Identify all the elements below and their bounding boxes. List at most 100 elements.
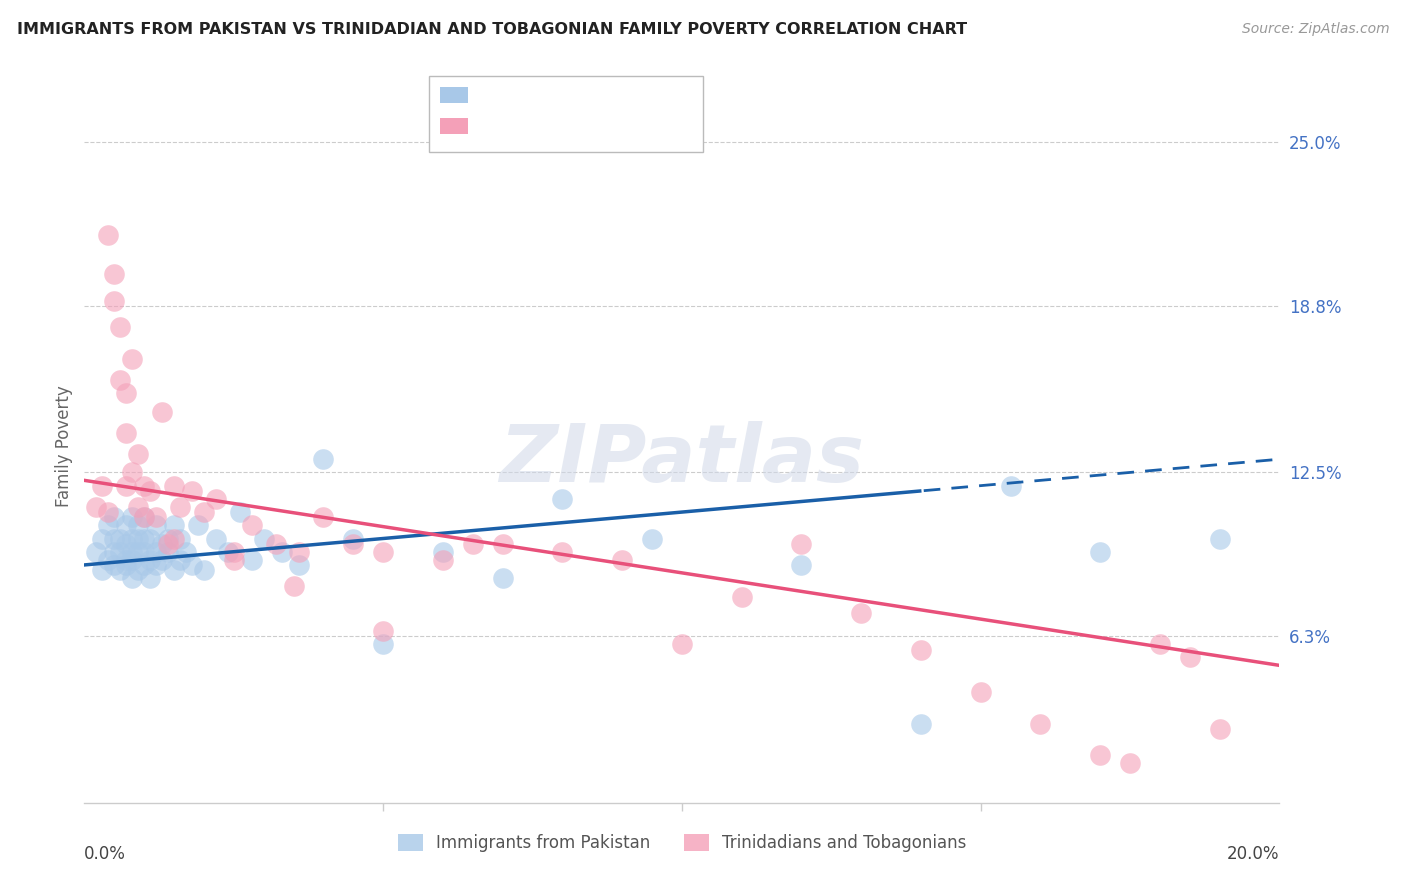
Text: Source: ZipAtlas.com: Source: ZipAtlas.com [1241, 22, 1389, 37]
Point [283, 579, 305, 593]
Point [970, 685, 993, 699]
Point [110, 563, 132, 577]
Point [163, 518, 186, 533]
Point [432, 545, 454, 559]
Point [157, 537, 180, 551]
Text: 0.252: 0.252 [519, 87, 575, 104]
Point [1209, 532, 1232, 546]
Point [193, 505, 215, 519]
Point [174, 545, 197, 559]
Point [115, 552, 138, 566]
Text: IMMIGRANTS FROM PAKISTAN VS TRINIDADIAN AND TOBAGONIAN FAMILY POVERTY CORRELATIO: IMMIGRANTS FROM PAKISTAN VS TRINIDADIAN … [17, 22, 967, 37]
Point [222, 545, 245, 559]
Point [121, 532, 143, 546]
Point [110, 545, 132, 559]
Point [461, 537, 484, 551]
Point [1209, 722, 1232, 736]
Text: 66: 66 [612, 87, 637, 104]
Point [150, 552, 173, 566]
Point [169, 552, 191, 566]
Point [222, 552, 245, 566]
Point [115, 386, 138, 401]
Point [121, 552, 143, 566]
Point [288, 558, 311, 572]
Point [1090, 545, 1112, 559]
Point [240, 552, 263, 566]
Point [342, 532, 364, 546]
Point [205, 532, 228, 546]
Point [312, 452, 335, 467]
Point [127, 447, 149, 461]
Point [240, 518, 263, 533]
Point [150, 404, 173, 418]
Point [187, 518, 209, 533]
Point [1119, 756, 1142, 771]
Point [127, 532, 149, 546]
Point [110, 373, 132, 387]
Point [264, 537, 287, 551]
Point [97, 505, 120, 519]
Point [1000, 478, 1022, 492]
Point [288, 545, 311, 559]
Text: N =: N = [572, 118, 606, 136]
Point [181, 558, 204, 572]
Point [205, 491, 228, 506]
Point [163, 532, 186, 546]
Point [228, 505, 252, 519]
Point [1149, 637, 1171, 651]
Point [312, 510, 335, 524]
Point [132, 510, 156, 524]
Point [132, 478, 156, 492]
Point [121, 545, 143, 559]
Point [910, 716, 932, 731]
Point [91, 532, 114, 546]
Point [169, 500, 191, 514]
Point [115, 518, 138, 533]
Point [97, 227, 120, 242]
Point [551, 491, 574, 506]
Point [127, 563, 149, 577]
Text: R =: R = [477, 118, 510, 136]
Point [139, 571, 162, 585]
Point [110, 320, 132, 334]
Point [551, 545, 574, 559]
Point [132, 510, 156, 524]
Point [103, 293, 125, 308]
Point [910, 642, 932, 657]
Point [145, 558, 167, 572]
Point [150, 537, 173, 551]
Point [121, 466, 143, 480]
Point [163, 563, 186, 577]
Point [103, 510, 125, 524]
Text: R =: R = [477, 87, 510, 104]
Point [132, 558, 156, 572]
Point [145, 510, 167, 524]
Legend: Immigrants from Pakistan, Trinidadians and Tobagonians: Immigrants from Pakistan, Trinidadians a… [391, 827, 973, 859]
Point [1029, 716, 1052, 731]
Point [157, 532, 180, 546]
Point [253, 532, 276, 546]
Point [342, 537, 364, 551]
Text: N =: N = [572, 87, 606, 104]
Text: 0.0%: 0.0% [84, 845, 127, 863]
Point [115, 478, 138, 492]
Point [851, 606, 873, 620]
Point [373, 637, 395, 651]
Point [97, 552, 120, 566]
Point [270, 545, 292, 559]
Point [145, 545, 167, 559]
Point [121, 510, 143, 524]
Point [169, 532, 191, 546]
Point [127, 500, 149, 514]
Text: -0.258: -0.258 [519, 118, 583, 136]
Point [103, 545, 125, 559]
Point [1178, 650, 1201, 665]
Point [373, 624, 395, 638]
Point [110, 532, 132, 546]
Point [91, 478, 114, 492]
Point [139, 552, 162, 566]
Point [193, 563, 215, 577]
Point [97, 518, 120, 533]
Point [731, 590, 754, 604]
Point [127, 518, 149, 533]
